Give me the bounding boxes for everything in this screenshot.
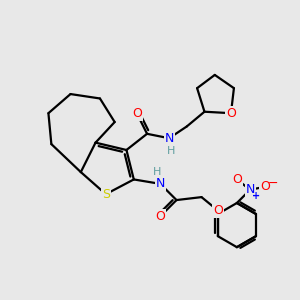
Text: H: H (167, 146, 175, 156)
Text: +: + (252, 191, 260, 201)
Text: N: N (156, 177, 165, 190)
Text: O: O (213, 204, 223, 217)
Text: O: O (155, 210, 165, 223)
Text: H: H (153, 167, 161, 177)
Text: O: O (132, 107, 142, 120)
Text: O: O (232, 173, 242, 186)
Text: O: O (260, 180, 270, 193)
Text: S: S (102, 188, 110, 201)
Text: −: − (268, 177, 278, 190)
Text: N: N (245, 183, 255, 196)
Text: N: N (164, 132, 174, 145)
Text: O: O (226, 107, 236, 120)
